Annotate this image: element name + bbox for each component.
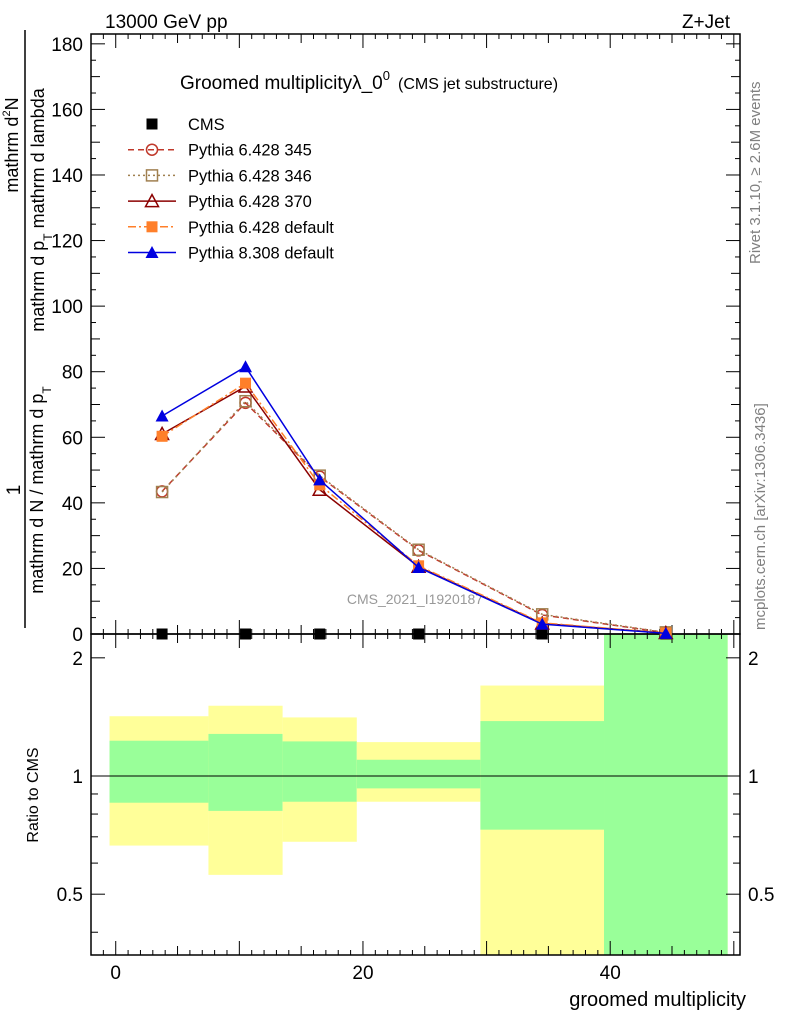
ratio-band-inner-5: [604, 634, 728, 955]
data-point: [240, 377, 252, 389]
legend-entry: CMS: [146, 116, 225, 134]
legend-marker: [146, 221, 158, 233]
data-point: [536, 628, 548, 640]
ylabel-den-main: mathrm d N / mathrm d p: [27, 394, 47, 594]
legend-marker: [145, 143, 159, 156]
ylabel-numerator-upper: mathrm d2N: [1, 97, 22, 192]
legend-entry: Pythia 6.428 370: [128, 193, 312, 211]
title-sup: 0: [383, 68, 390, 83]
main-ytick-label: 140: [51, 166, 83, 187]
ylabel-den-t: T: [40, 386, 54, 394]
legend: CMS Pythia 6.428 345 Pythia 6.428 346 Pythi…: [128, 116, 334, 263]
data-point: [412, 560, 426, 573]
legend-entry: Pythia 6.428 default: [128, 219, 334, 237]
ratio-xtick-label: 40: [600, 963, 621, 984]
data-point: [412, 543, 425, 556]
ratio-ytick-label: 1: [72, 767, 83, 788]
xlabel: groomed multiplicity: [569, 989, 746, 1011]
legend-entry: Pythia 6.428 345: [128, 142, 312, 160]
ratio-bands: [109, 634, 728, 955]
data-point: [314, 628, 326, 640]
main-ytick-label: 180: [51, 35, 83, 56]
ratio-xtick-label: 20: [352, 963, 373, 984]
analysis-watermark: CMS_2021_I1920187: [347, 591, 483, 607]
ratio-band-inner-3: [356, 759, 481, 789]
ylabel-one: 1: [4, 485, 25, 496]
data-point: [240, 628, 252, 640]
legend-marker: [145, 246, 159, 258]
ylabel-num-dp: mathrm d p: [28, 241, 48, 332]
ratio-ytick-label: 2: [72, 649, 83, 670]
data-point: [659, 626, 673, 639]
data-point: [155, 409, 169, 422]
ylabel-denominator: mathrm d N / mathrm d pT: [27, 386, 54, 594]
mcplots-label: mcplots.cern.ch [arXiv:1306.3436]: [752, 403, 769, 630]
main-ytick-label: 20: [62, 559, 83, 580]
legend-label: Pythia 8.308 default: [188, 245, 334, 263]
main-ylabel: 1 mathrm d2N mathrm d pT mathrm d lambda…: [1, 30, 55, 628]
main-axes: 0 20 40 60 80 100 120 140 160 180: [51, 33, 741, 646]
ratio-ytick-label-right: 0.5: [748, 885, 774, 906]
ylabel-num-dl: mathrm d lambda: [28, 87, 48, 233]
process-label: Z+Jet: [682, 12, 731, 33]
data-point: [535, 617, 549, 630]
main-series: [154, 360, 674, 640]
series-pythia-8-308-default: [155, 360, 673, 639]
data-point: [155, 485, 169, 499]
main-ytick-label: 80: [62, 363, 83, 384]
series-line: [161, 400, 666, 634]
series-line: [161, 365, 666, 635]
main-ytick-label: 0: [72, 625, 83, 646]
ratio-band-inner-4: [480, 721, 605, 830]
legend-label: Pythia 6.428 default: [188, 219, 334, 237]
main-ytick-label: 100: [51, 297, 83, 318]
main-ytick-label: 40: [62, 494, 83, 515]
title-main: Groomed multiplicityλ_0: [180, 73, 383, 94]
ratio-ytick-label: 0.5: [57, 885, 83, 906]
data-point: [413, 628, 425, 640]
ylabel-num-d: mathrm d: [2, 117, 22, 193]
legend-label: CMS: [188, 116, 225, 134]
ratio-ytick-label-right: 2: [748, 649, 759, 670]
ratio-band-inner-1: [208, 733, 283, 811]
ylabel-num-sup: 2: [1, 110, 13, 116]
legend-marker: [146, 118, 158, 130]
legend-entry: Pythia 8.308 default: [128, 245, 334, 263]
ratio-band-inner-0: [109, 740, 209, 803]
series-line: [161, 401, 666, 634]
legend-marker: [144, 193, 160, 208]
legend-label: Pythia 6.428 346: [188, 167, 312, 185]
ylabel-numerator-lower: mathrm d pT mathrm d lambda: [28, 87, 55, 331]
ratio-ylabel: Ratio to CMS: [25, 747, 42, 842]
title-sub: (CMS jet substructure): [398, 76, 558, 93]
data-point: [239, 394, 252, 408]
series-line: [161, 382, 666, 634]
data-point: [156, 430, 168, 442]
legend-entry: Pythia 6.428 346: [128, 167, 312, 185]
ratio-xtick-label: 0: [110, 963, 121, 984]
data-point: [156, 628, 168, 640]
main-ytick-label: 60: [62, 428, 83, 449]
legend-label: Pythia 6.428 370: [188, 193, 312, 211]
energy-label: 13000 GeV pp: [105, 12, 228, 33]
data-point: [313, 473, 327, 486]
legend-marker: [145, 169, 159, 182]
rivet-label: Rivet 3.1.10, ≥ 2.6M events: [747, 82, 764, 265]
ylabel-num-t: T: [41, 233, 55, 241]
main-ytick-label: 120: [51, 232, 83, 253]
ratio-ytick-label-right: 1: [748, 767, 759, 788]
ratio-band-inner-2: [282, 741, 357, 802]
ylabel-num-n: N: [2, 97, 22, 110]
chart-title: Groomed multiplicityλ_00 (CMS jet substru…: [180, 68, 558, 94]
legend-label: Pythia 6.428 345: [188, 142, 312, 160]
data-point: [239, 360, 253, 373]
main-ytick-label: 160: [51, 100, 83, 121]
